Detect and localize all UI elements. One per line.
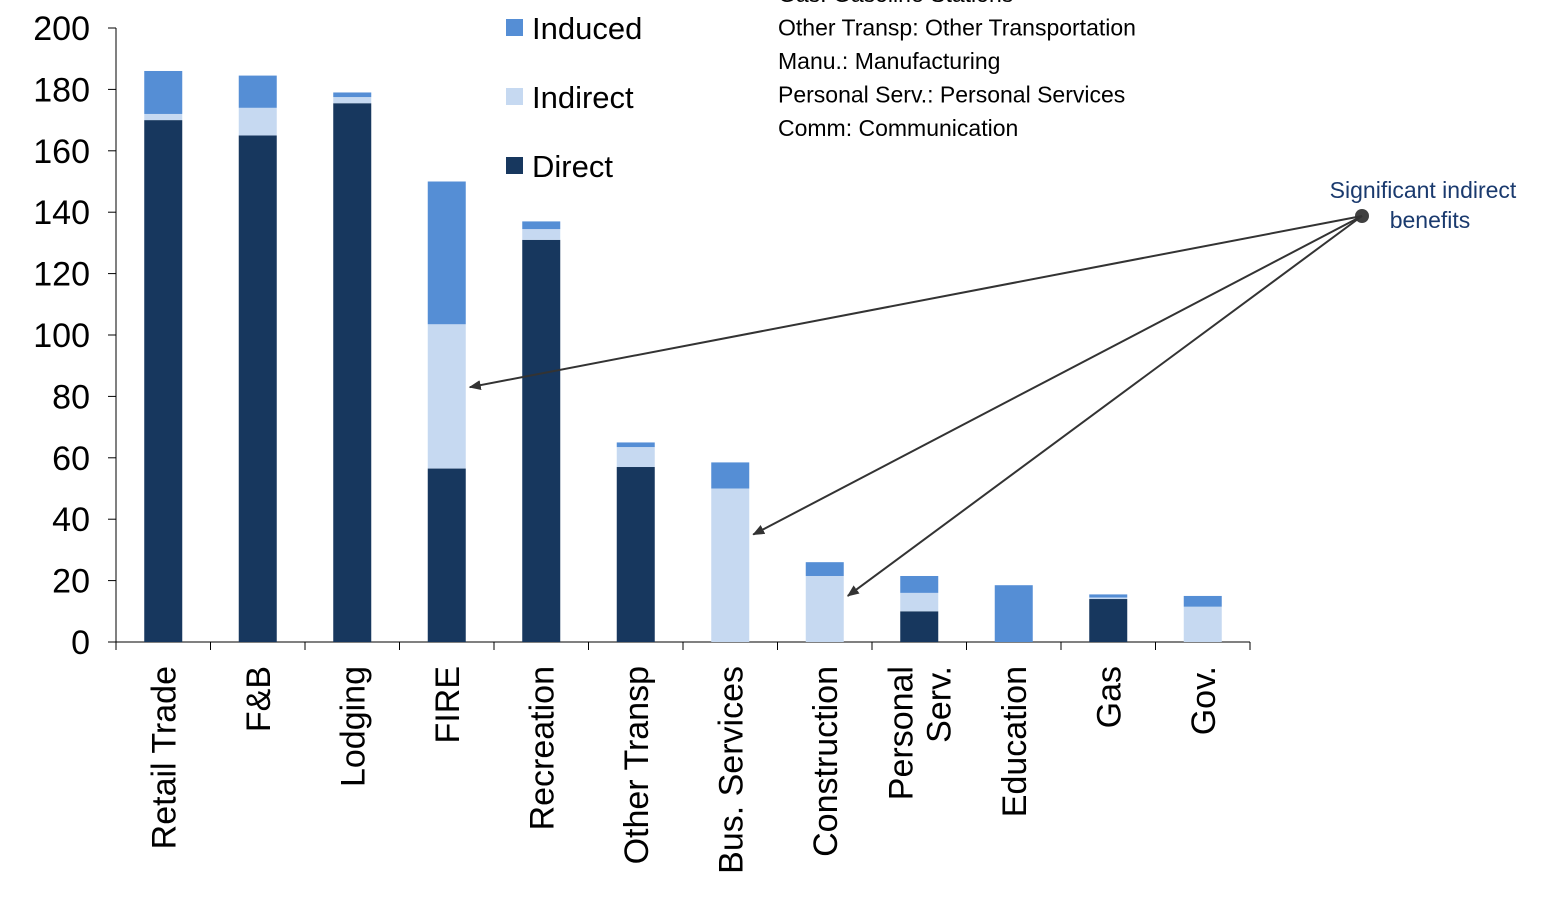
y-tick-label: 140 xyxy=(33,194,90,232)
bar-indirect-5 xyxy=(616,447,655,468)
legend-swatch-direct xyxy=(506,157,523,174)
x-tick-label: Lodging xyxy=(334,666,372,787)
annotation-arrow xyxy=(846,215,1363,597)
bar-direct-1 xyxy=(238,135,277,642)
bar-direct-5 xyxy=(616,467,655,642)
bar-direct-4 xyxy=(522,239,561,642)
bar-induced-8 xyxy=(900,575,939,593)
x-tick-label: Education xyxy=(996,666,1034,817)
y-tick-label: 200 xyxy=(33,10,90,48)
bar-direct-3 xyxy=(427,468,466,642)
bar-indirect-6 xyxy=(711,488,750,642)
x-tick-label: Other Transp xyxy=(618,666,656,864)
bar-indirect-7 xyxy=(805,575,844,642)
annotation-arrow xyxy=(752,215,1363,536)
y-tick-label: 180 xyxy=(33,71,90,109)
y-tick-label: 120 xyxy=(33,256,90,294)
bar-indirect-8 xyxy=(900,592,939,612)
x-tick-label: Bus. Services xyxy=(712,666,750,874)
bar-induced-9 xyxy=(994,585,1033,642)
x-tick-label: Gov. xyxy=(1185,666,1223,735)
bar-indirect-0 xyxy=(144,113,183,121)
bar-induced-7 xyxy=(805,562,844,576)
bar-induced-3 xyxy=(427,181,466,325)
x-tick-label: Personal xyxy=(882,666,920,800)
bar-induced-5 xyxy=(616,442,655,448)
abbreviation-note: Manu.: Manufacturing xyxy=(778,48,1000,74)
legend-label-direct: Direct xyxy=(532,149,613,184)
bars xyxy=(144,70,1222,643)
bar-induced-10 xyxy=(1089,594,1128,598)
bar-indirect-10 xyxy=(1089,597,1128,600)
annotation-arrow xyxy=(468,215,1363,391)
abbreviation-note: Comm: Communication xyxy=(778,115,1018,141)
abbreviation-note: Personal Serv.: Personal Services xyxy=(778,82,1125,108)
bar-indirect-2 xyxy=(333,97,372,104)
legend-swatch-induced xyxy=(506,19,523,36)
x-tick-label: Recreation xyxy=(523,666,561,830)
abbreviations: Gas: Gasoline Stations Other Transp: Othe… xyxy=(778,0,1136,141)
y-tick-label: 0 xyxy=(71,624,90,662)
bar-indirect-11 xyxy=(1183,606,1222,642)
bar-indirect-3 xyxy=(427,324,466,469)
x-tick-labels: Retail Trade F&B Lodging FIRE Recreation Othe… xyxy=(145,666,1223,874)
bar-induced-2 xyxy=(333,92,372,98)
y-tick-label: 80 xyxy=(52,378,90,416)
annotation-line: benefits xyxy=(1390,207,1471,233)
x-tick-label: Gas xyxy=(1090,666,1128,728)
bar-induced-0 xyxy=(144,70,183,114)
bar-induced-11 xyxy=(1183,595,1222,607)
y-tick-label: 40 xyxy=(52,501,90,539)
y-tick-label: 20 xyxy=(52,563,90,601)
abbreviation-note: Other Transp: Other Transportation xyxy=(778,15,1136,41)
annotation-line: Significant indirect xyxy=(1330,177,1517,203)
legend: Induced Indirect Direct xyxy=(506,11,642,184)
axes: 0 20 40 60 80 100 120 140 160 180 200 xyxy=(33,10,1251,662)
x-tick-label: Retail Trade xyxy=(145,666,183,849)
y-tick-label: 160 xyxy=(33,133,90,171)
legend-label-indirect: Indirect xyxy=(532,80,634,115)
y-tick-label: 60 xyxy=(52,440,90,478)
bar-direct-8 xyxy=(900,611,939,642)
x-tick-label: FIRE xyxy=(429,666,467,743)
bar-induced-4 xyxy=(522,221,561,230)
bar-direct-10 xyxy=(1089,599,1128,642)
abbreviation-note: Gas: Gasoline Stations xyxy=(778,0,1013,7)
annotation-label: Significant indirect benefits xyxy=(1330,177,1517,233)
legend-swatch-indirect xyxy=(506,88,523,105)
bar-induced-1 xyxy=(238,75,277,108)
legend-label-induced: Induced xyxy=(532,11,642,46)
x-tick-label: F&B xyxy=(240,666,278,732)
x-tick-label: Serv. xyxy=(920,666,958,743)
y-tick-label: 100 xyxy=(33,317,90,355)
bar-direct-2 xyxy=(333,103,372,643)
bar-direct-0 xyxy=(144,120,183,643)
annotation: Significant indirect benefits xyxy=(468,177,1517,597)
bar-indirect-4 xyxy=(522,229,561,240)
bar-induced-6 xyxy=(711,462,750,489)
bar-indirect-1 xyxy=(238,107,277,136)
x-tick-label: Construction xyxy=(807,666,845,857)
